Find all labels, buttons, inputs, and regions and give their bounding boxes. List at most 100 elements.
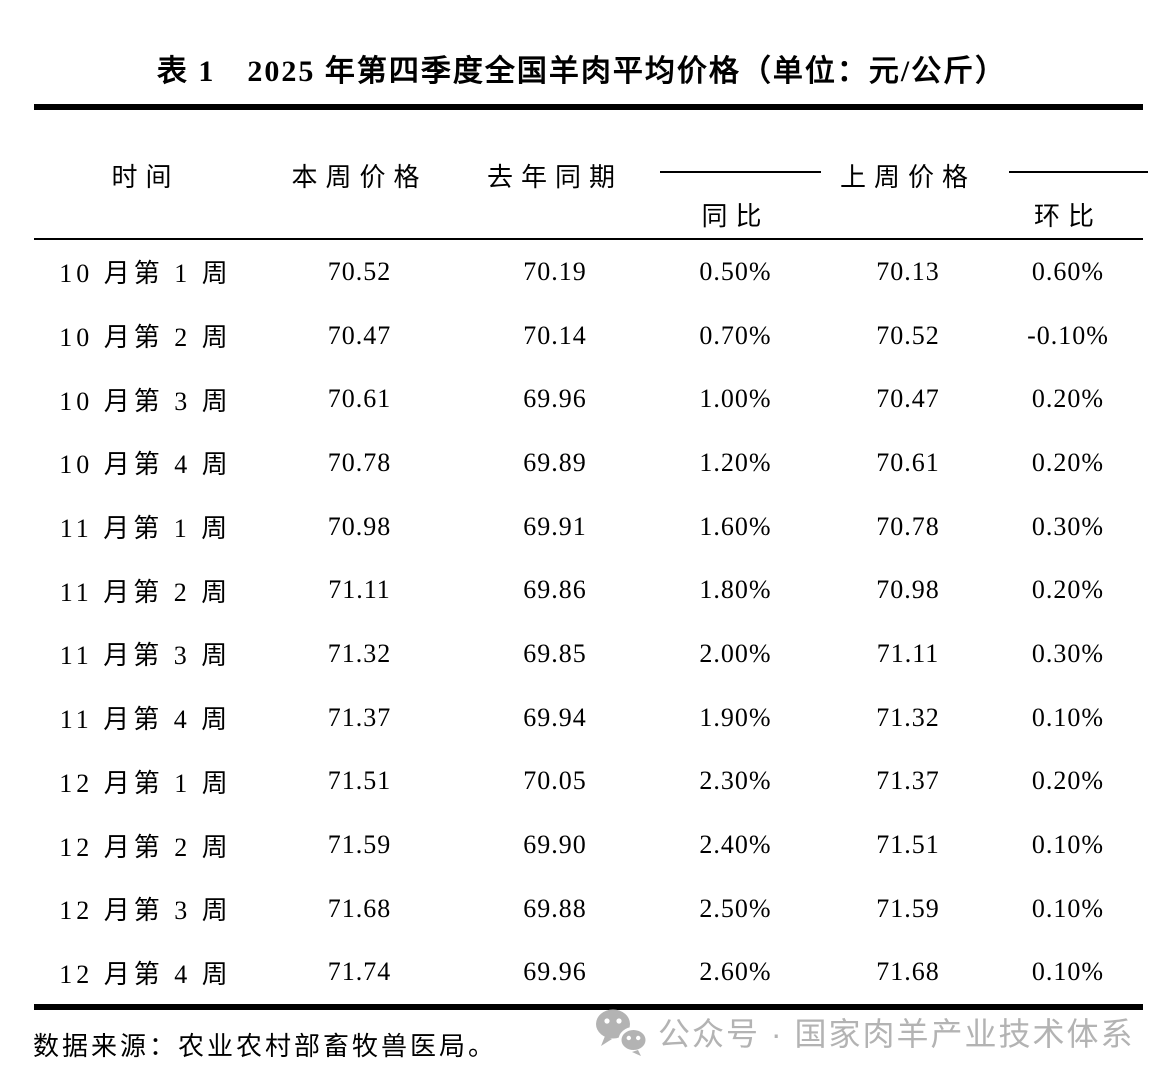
- cell-last-year-price: 70.19: [523, 256, 587, 286]
- col-header-last-week-price: 上周价格: [823, 110, 993, 238]
- cell-last-year-price: 70.05: [523, 766, 587, 796]
- table-row: 12 月第 3 周 71.68 69.88 2.50% 71.59 0.10%: [34, 877, 1143, 941]
- table-row: 11 月第 2 周 71.11 69.86 1.80% 70.98 0.20%: [34, 558, 1143, 622]
- cell-last-week-price: 71.51: [876, 830, 940, 860]
- cell-this-week-price: 70.78: [327, 447, 392, 477]
- cell-time: 12 月第 2 周: [59, 832, 232, 862]
- cell-yoy: 1.20%: [699, 447, 772, 477]
- bottom-rule: [34, 1004, 1143, 1010]
- cell-time: 10 月第 2 周: [59, 323, 232, 353]
- cell-this-week-price: 71.59: [327, 830, 392, 860]
- cell-mom: 0.10%: [1031, 702, 1105, 732]
- table-row: 10 月第 2 周 70.47 70.14 0.70% 70.52 -0.10%: [34, 304, 1143, 368]
- wechat-icon: [596, 1009, 648, 1056]
- cell-mom: 0.20%: [1031, 447, 1105, 477]
- col-header-last-week-price-label: 上周价格: [839, 163, 976, 192]
- cell-this-week-price: 71.74: [327, 957, 392, 987]
- table-row: 10 月第 1 周 70.52 70.19 0.50% 70.13 0.60%: [34, 240, 1143, 304]
- cell-mom: 0.30%: [1031, 638, 1105, 668]
- table-row: 10 月第 4 周 70.78 69.89 1.20% 70.61 0.20%: [34, 431, 1143, 495]
- top-rule: [34, 104, 1143, 110]
- col-header-this-week-price: 本周价格: [257, 110, 462, 238]
- cell-mom: 0.10%: [1031, 957, 1105, 987]
- cell-time: 12 月第 1 周: [59, 768, 232, 798]
- col-header-last-year-price-label: 去年同期: [486, 163, 623, 192]
- cell-last-week-price: 70.98: [876, 575, 940, 605]
- col-header-mom: 环比: [993, 110, 1148, 238]
- cell-this-week-price: 70.47: [327, 320, 392, 350]
- cell-last-week-price: 71.59: [876, 893, 940, 923]
- cell-this-week-price: 70.98: [327, 511, 392, 541]
- col-header-yoy-label: 同比: [701, 202, 770, 231]
- cell-mom: 0.20%: [1031, 384, 1105, 414]
- cell-this-week-price: 71.37: [327, 702, 392, 732]
- col-header-time-label: 时间: [111, 163, 180, 192]
- cell-yoy: 2.00%: [699, 638, 772, 668]
- cell-yoy: 2.50%: [699, 893, 772, 923]
- cell-last-year-price: 69.85: [523, 638, 587, 668]
- cell-yoy: 1.60%: [699, 511, 772, 541]
- cell-last-year-price: 69.96: [523, 384, 587, 414]
- cell-yoy: 1.80%: [699, 575, 772, 605]
- yoy-overline: [660, 171, 821, 173]
- cell-this-week-price: 71.68: [327, 893, 392, 923]
- watermark: 公众号 · 国家肉羊产业技术体系: [594, 1004, 1134, 1060]
- cell-yoy: 0.70%: [699, 320, 772, 350]
- cell-time: 12 月第 3 周: [59, 896, 232, 926]
- cell-last-week-price: 70.78: [876, 511, 940, 541]
- cell-yoy: 2.40%: [699, 830, 772, 860]
- cell-last-year-price: 70.14: [523, 320, 587, 350]
- col-header-time: 时间: [34, 110, 257, 238]
- cell-yoy: 2.60%: [699, 957, 772, 987]
- mom-overline: [1009, 171, 1148, 173]
- data-source-note: 数据来源：农业农村部畜牧兽医局。: [33, 1032, 498, 1061]
- watermark-label: 公众号 · 国家肉羊产业技术体系: [658, 1016, 1135, 1052]
- cell-this-week-price: 70.61: [327, 384, 392, 414]
- cell-last-week-price: 70.52: [876, 320, 940, 350]
- table-title: 表 1 2025 年第四季度全国羊肉平均价格（单位：元/公斤）: [156, 55, 1008, 88]
- cell-this-week-price: 71.11: [328, 575, 391, 605]
- cell-mom: 0.10%: [1031, 830, 1105, 860]
- cell-this-week-price: 71.51: [327, 766, 392, 796]
- col-header-yoy: 同比: [648, 110, 823, 238]
- col-header-last-year-price: 去年同期: [462, 110, 648, 238]
- cell-last-year-price: 69.88: [523, 893, 587, 923]
- cell-mom: -0.10%: [1027, 320, 1109, 350]
- col-header-mom-label: 环比: [1033, 202, 1102, 231]
- cell-last-week-price: 70.47: [876, 384, 940, 414]
- cell-mom: 0.20%: [1031, 766, 1105, 796]
- cell-last-week-price: 70.61: [876, 447, 940, 477]
- cell-yoy: 1.90%: [699, 702, 772, 732]
- cell-mom: 0.20%: [1031, 575, 1105, 605]
- cell-last-year-price: 69.90: [523, 830, 587, 860]
- cell-yoy: 1.00%: [699, 384, 772, 414]
- table-row: 11 月第 3 周 71.32 69.85 2.00% 71.11 0.30%: [34, 622, 1143, 686]
- cell-last-week-price: 71.68: [876, 957, 940, 987]
- table-row: 10 月第 3 周 70.61 69.96 1.00% 70.47 0.20%: [34, 367, 1143, 431]
- table-row: 11 月第 1 周 70.98 69.91 1.60% 70.78 0.30%: [34, 495, 1143, 559]
- cell-this-week-price: 71.32: [327, 638, 392, 668]
- table-header: 时间 本周价格 去年同期 同比 上周价格 环比: [34, 110, 1148, 240]
- cell-last-year-price: 69.91: [523, 511, 587, 541]
- cell-mom: 0.60%: [1031, 256, 1105, 286]
- table-row: 12 月第 1 周 71.51 70.05 2.30% 71.37 0.20%: [34, 750, 1143, 814]
- cell-last-week-price: 71.11: [876, 638, 940, 668]
- cell-last-year-price: 69.96: [523, 957, 587, 987]
- cell-last-week-price: 70.13: [876, 256, 940, 286]
- cell-yoy: 0.50%: [699, 256, 772, 286]
- table-row: 12 月第 2 周 71.59 69.90 2.40% 71.51 0.10%: [34, 813, 1143, 877]
- table-body: 10 月第 1 周 70.52 70.19 0.50% 70.13 0.60% …: [34, 240, 1143, 1004]
- cell-this-week-price: 70.52: [327, 256, 392, 286]
- cell-last-year-price: 69.94: [523, 702, 587, 732]
- cell-time: 11 月第 2 周: [59, 577, 232, 607]
- cell-mom: 0.10%: [1031, 893, 1105, 923]
- table-row: 12 月第 4 周 71.74 69.96 2.60% 71.68 0.10%: [34, 941, 1143, 1005]
- cell-time: 10 月第 3 周: [59, 386, 232, 416]
- cell-time: 11 月第 3 周: [59, 641, 232, 671]
- cell-last-week-price: 71.32: [876, 702, 940, 732]
- table-row: 11 月第 4 周 71.37 69.94 1.90% 71.32 0.10%: [34, 686, 1143, 750]
- cell-time: 11 月第 4 周: [59, 705, 232, 735]
- cell-time: 11 月第 1 周: [59, 514, 232, 544]
- cell-last-week-price: 71.37: [876, 766, 940, 796]
- cell-time: 12 月第 4 周: [59, 959, 232, 989]
